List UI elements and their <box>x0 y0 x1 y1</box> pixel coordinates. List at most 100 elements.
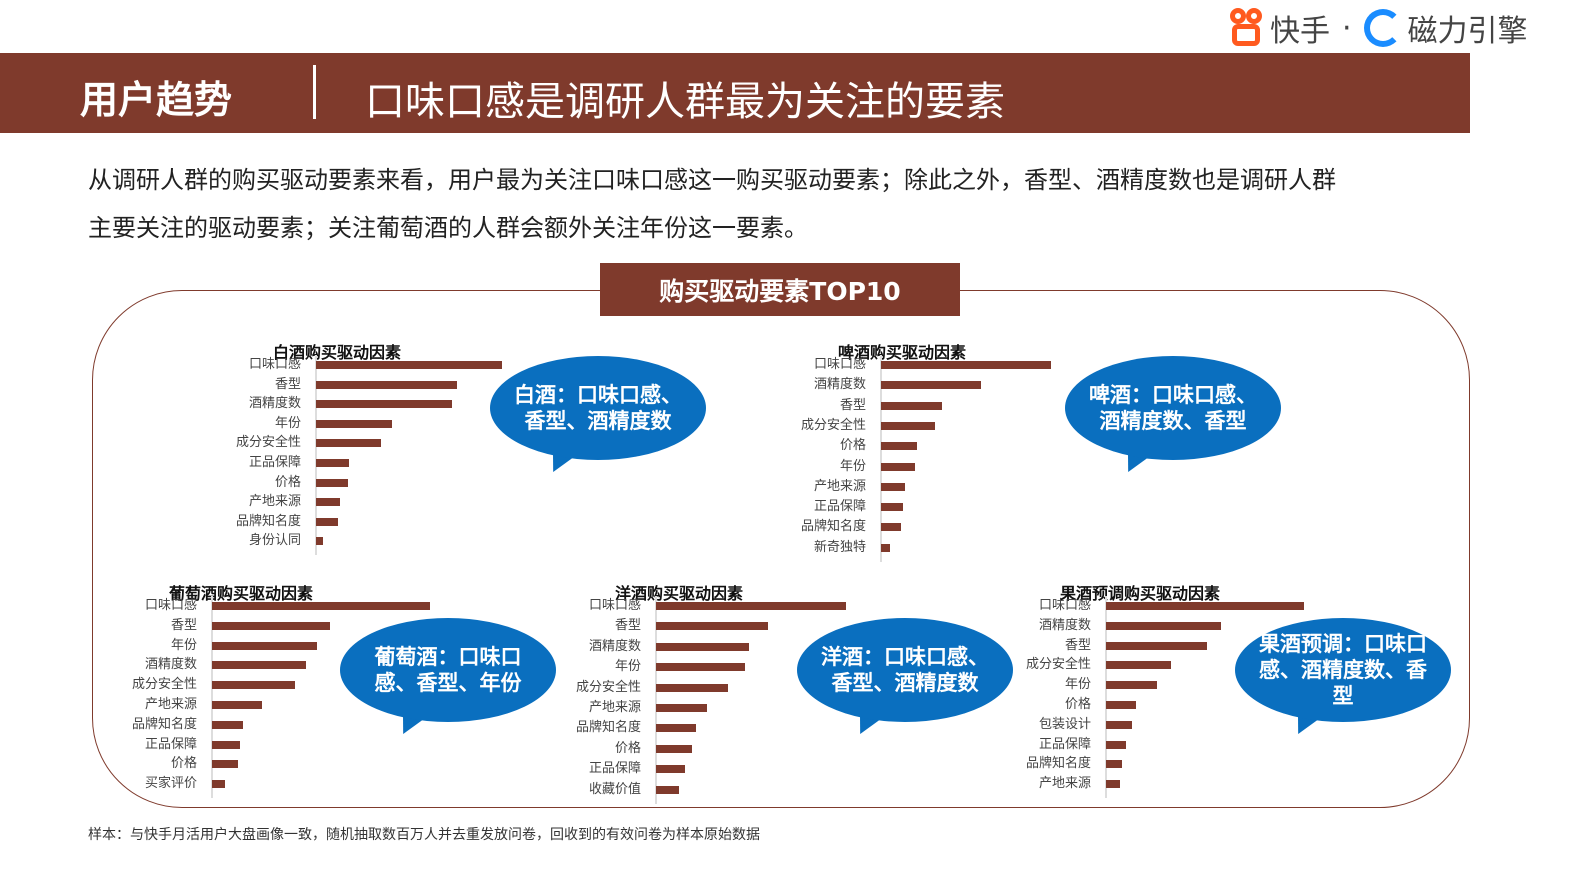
bar <box>881 421 936 430</box>
bar <box>212 780 226 789</box>
category-label: 口味口感 <box>588 598 641 613</box>
callout-bubble: 啤酒：口味口感、酒精度数、香型 <box>1065 356 1281 472</box>
category-label: 价格 <box>1064 697 1091 712</box>
bar <box>1106 720 1132 729</box>
category-label: 包装设计 <box>1038 716 1091 732</box>
bar <box>212 602 430 610</box>
bar <box>881 543 890 552</box>
bar <box>1106 701 1136 709</box>
category-label: 买家评价 <box>144 776 197 792</box>
category-label: 成分安全性 <box>235 435 301 451</box>
bar <box>1106 681 1158 690</box>
bar <box>316 459 350 467</box>
category-label: 正品保障 <box>813 499 866 515</box>
y-axis-line <box>211 596 213 798</box>
category-label: 品牌知名度 <box>575 720 641 736</box>
category-label: 香型 <box>170 617 197 633</box>
category-label: 品牌知名度 <box>1025 756 1091 772</box>
bar <box>1106 621 1221 630</box>
brand-cili: 磁力引擎 <box>1407 14 1528 49</box>
page-title: 口味口感是调研人群最为关注的要素 <box>365 79 1005 125</box>
intro-line-1: 从调研人群的购买驱动要素来看，用户最为关注口味口感这一购买驱动要素；除此之外，香… <box>88 166 1336 194</box>
category-label: 成分安全性 <box>575 679 641 695</box>
bubble-shape <box>340 618 556 722</box>
bar <box>656 602 846 610</box>
callout-bubble: 白酒：口味口感、香型、酒精度数 <box>490 356 706 472</box>
bar <box>656 765 685 774</box>
bar <box>212 740 241 749</box>
category-label: 酒精度数 <box>813 377 866 393</box>
category-label: 香型 <box>274 376 301 392</box>
category-label: 香型 <box>614 618 641 634</box>
category-label: 产地来源 <box>1038 776 1091 792</box>
bubble-shape <box>1235 618 1451 722</box>
bar <box>212 720 243 729</box>
bar <box>881 442 917 451</box>
bar <box>212 701 263 709</box>
category-label: 香型 <box>839 397 866 413</box>
bar <box>881 381 982 390</box>
callout-text: 啤酒：口味口感、酒精度数、香型 <box>1089 383 1257 433</box>
bar <box>212 760 239 769</box>
category-label: 年份 <box>170 637 197 653</box>
chart-title: 白酒购买驱动因素 <box>273 343 402 362</box>
chart-title: 啤酒购买驱动因素 <box>838 343 967 362</box>
bar <box>881 462 915 471</box>
category-label: 成分安全性 <box>800 417 866 433</box>
bar <box>316 498 341 507</box>
callout-bubble: 葡萄酒：口味口感、香型、年份 <box>340 618 556 734</box>
brand-separator: · <box>1342 10 1352 46</box>
bar <box>212 661 306 670</box>
category-label: 正品保障 <box>144 736 197 752</box>
bar <box>881 361 1051 369</box>
y-axis-line <box>655 596 657 804</box>
category-label: 口味口感 <box>1038 598 1091 613</box>
section-box-title: 购买驱动要素TOP10 <box>600 263 960 316</box>
category-label: 香型 <box>1064 637 1091 653</box>
category-label: 身份认同 <box>248 533 301 549</box>
bubble-shape <box>1065 356 1281 460</box>
callout-bubble: 洋酒：口味口感、香型、酒精度数 <box>797 618 1013 734</box>
category-label: 年份 <box>839 458 866 474</box>
y-axis-line <box>880 355 882 562</box>
y-axis-line <box>1105 596 1107 798</box>
bar <box>316 478 348 487</box>
category-label: 产地来源 <box>144 697 197 712</box>
intro-line-2: 主要关注的驱动要素；关注葡萄酒的人群会额外关注年份这一要素。 <box>88 214 808 242</box>
category-label: 酒精度数 <box>248 396 301 412</box>
kuaishou-logo-icon <box>1228 8 1264 48</box>
category-label: 收藏价值 <box>588 781 641 797</box>
bar <box>316 537 324 546</box>
bar <box>656 683 729 692</box>
category-label: 价格 <box>274 474 301 490</box>
category-label: 酒精度数 <box>1038 617 1091 633</box>
y-axis-line <box>315 355 317 555</box>
bar <box>656 785 679 794</box>
bar <box>881 401 943 410</box>
callout-text: 洋酒：口味口感、香型、酒精度数 <box>821 645 989 695</box>
callout-text: 白酒：口味口感、香型、酒精度数 <box>514 383 682 433</box>
callout-text: 葡萄酒：口味口感、香型、年份 <box>374 645 522 695</box>
bar <box>656 622 769 631</box>
bar <box>881 523 902 532</box>
logo: 快手 · 磁力引擎 <box>1228 6 1528 50</box>
category-label: 酒精度数 <box>588 638 641 654</box>
category-label: 产地来源 <box>813 478 866 494</box>
category-label: 正品保障 <box>588 761 641 777</box>
bar <box>1106 661 1172 670</box>
footnote: 样本：与快手月活用户大盘画像一致，随机抽取数百万人并去重发放问卷，回收到的有效问… <box>88 827 760 843</box>
chart-title: 洋酒购买驱动因素 <box>615 584 744 603</box>
bar <box>1106 760 1122 769</box>
bar <box>656 642 750 651</box>
bar <box>316 380 458 389</box>
bar <box>656 744 693 753</box>
category-label: 价格 <box>170 756 197 772</box>
bubble-shape <box>490 356 706 460</box>
bar <box>212 681 295 690</box>
category-label: 正品保障 <box>1038 736 1091 752</box>
bar <box>1106 602 1304 610</box>
bar <box>316 419 393 428</box>
bubble-shape <box>797 618 1013 722</box>
callout-bubble: 果酒预调：口味口感、酒精度数、香型 <box>1235 618 1451 734</box>
bar <box>316 361 502 369</box>
